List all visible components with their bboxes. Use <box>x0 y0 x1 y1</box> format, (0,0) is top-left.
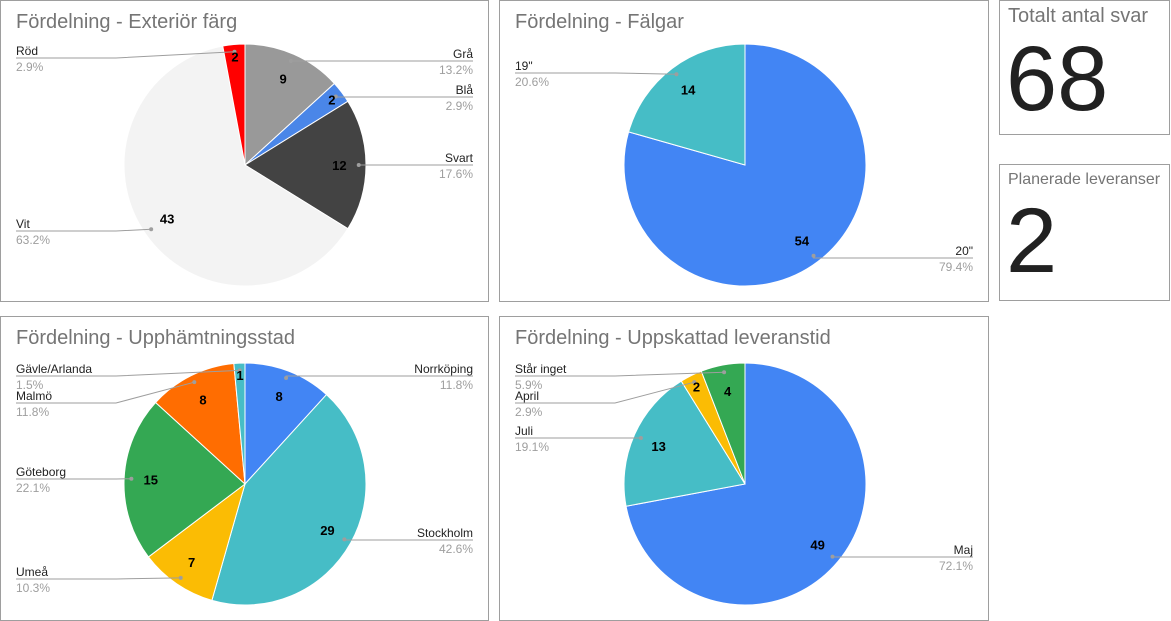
slice-percent-label: 2.9% <box>446 99 474 113</box>
slice-name-label: Grå <box>453 47 473 61</box>
slice-percent-label: 11.8% <box>440 378 473 392</box>
slice-name-label: Umeå <box>16 565 48 579</box>
pie-svg: 54 20" 79.4% 14 19" 20.6% <box>500 1 989 302</box>
slice-name-label: Står inget <box>515 362 567 376</box>
leader-dot <box>284 376 288 380</box>
slice-percent-label: 2.9% <box>515 405 543 419</box>
slice-percent-label: 72.1% <box>939 559 973 573</box>
chart-exterior-color: 9 Grå 13.2% 2 Blå 2.9% 12 Svart 17.6% 43 Vit 63.2% 2… <box>0 0 489 302</box>
slice-percent-label: 19.1% <box>515 440 549 454</box>
slice-value-label: 12 <box>332 158 346 173</box>
slice-value-label: 15 <box>143 473 157 488</box>
leader-dot <box>831 555 835 559</box>
slice-percent-label: 10.3% <box>16 581 50 595</box>
slice-value-label: 7 <box>188 555 195 570</box>
slice-value-label: 2 <box>231 50 238 65</box>
slice-value-label: 8 <box>275 389 282 404</box>
slice-name-label: Svart <box>445 151 474 165</box>
chart-title: Fördelning - Fälgar <box>515 11 684 34</box>
chart-pickup-city: 8 Norrköping 11.8% 29 Stockholm 42.6% 7 Umeå 10.… <box>0 316 489 621</box>
chart-rims: 54 20" 79.4% 14 19" 20.6% Fördelning - Fälgar <box>499 0 989 302</box>
slice-value-label: 43 <box>160 211 174 226</box>
leader-dot <box>149 227 153 231</box>
slice-name-label: Norrköping <box>414 362 473 376</box>
slice-percent-label: 2.9% <box>16 60 44 74</box>
kpi-value: 2 <box>1006 195 1057 287</box>
slice-name-label: Juli <box>515 424 533 438</box>
slice-name-label: Blå <box>456 83 474 97</box>
slice-name-label: Vit <box>16 217 30 231</box>
leader-line <box>336 96 473 97</box>
pie-svg: 9 Grå 13.2% 2 Blå 2.9% 12 Svart 17.6% 43 Vit 63.2% 2… <box>1 1 489 302</box>
slice-value-label: 13 <box>651 439 665 454</box>
slice-percent-label: 1.5% <box>16 378 44 392</box>
kpi-title: Planerade leveranser <box>1008 171 1160 189</box>
slice-name-label: Stockholm <box>417 526 473 540</box>
kpi-title: Totalt antal svar <box>1008 5 1148 28</box>
leader-dot <box>357 163 361 167</box>
slice-name-label: 19" <box>515 59 533 73</box>
slice-value-label: 54 <box>795 233 810 248</box>
leader-dot <box>192 380 196 384</box>
kpi-planned-deliveries: Planerade leveranser 2 <box>999 164 1170 301</box>
leader-dot <box>289 59 293 63</box>
leader-dot <box>812 254 816 258</box>
leader-dot <box>674 72 678 76</box>
leader-dot <box>179 576 183 580</box>
slice-percent-label: 22.1% <box>16 481 50 495</box>
slice-percent-label: 5.9% <box>515 378 543 392</box>
slice-name-label: Röd <box>16 44 38 58</box>
slice-percent-label: 79.4% <box>939 260 973 274</box>
slice-percent-label: 20.6% <box>515 75 549 89</box>
kpi-total-responses: Totalt antal svar 68 <box>999 0 1170 135</box>
leader-dot <box>342 537 346 541</box>
slice-value-label: 1 <box>236 368 243 383</box>
leader-line <box>814 256 973 258</box>
leader-dot <box>129 477 133 481</box>
slice-percent-label: 11.8% <box>16 405 49 419</box>
slice-value-label: 8 <box>199 393 206 408</box>
slice-name-label: 20" <box>955 244 973 258</box>
leader-dot <box>722 370 726 374</box>
slice-percent-label: 42.6% <box>439 542 473 556</box>
slice-percent-label: 63.2% <box>16 233 50 247</box>
pie-svg: 8 Norrköping 11.8% 29 Stockholm 42.6% 7 Umeå 10.… <box>1 317 489 621</box>
slice-percent-label: 13.2% <box>439 63 473 77</box>
slice-name-label: Gävle/Arlanda <box>16 362 92 376</box>
slice-value-label: 2 <box>693 380 700 395</box>
chart-title: Fördelning - Upphämtningsstad <box>16 327 295 350</box>
slice-value-label: 4 <box>724 384 732 399</box>
slice-name-label: Maj <box>954 543 973 557</box>
slice-value-label: 14 <box>681 83 696 98</box>
slice-name-label: Göteborg <box>16 465 66 479</box>
slice-value-label: 9 <box>280 72 287 87</box>
kpi-value: 68 <box>1006 33 1108 125</box>
slice-value-label: 29 <box>320 523 334 538</box>
slice-percent-label: 17.6% <box>439 167 473 181</box>
chart-title: Fördelning - Uppskattad leveranstid <box>515 327 831 350</box>
slice-value-label: 2 <box>328 92 335 107</box>
leader-line <box>16 229 151 231</box>
slice-value-label: 49 <box>810 537 824 552</box>
leader-dot <box>639 436 643 440</box>
chart-title: Fördelning - Exteriör färg <box>16 11 237 34</box>
